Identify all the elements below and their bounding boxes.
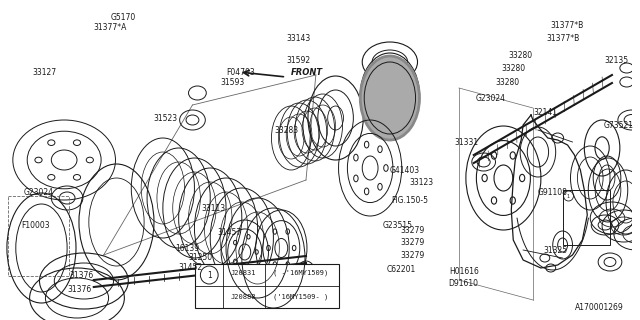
Text: 33280: 33280 (495, 77, 520, 86)
Text: 33143: 33143 (287, 34, 311, 43)
Text: G91108: G91108 (538, 188, 568, 196)
Text: 31331: 31331 (454, 138, 478, 147)
Text: 31376: 31376 (69, 271, 93, 281)
Text: FIG.150-5: FIG.150-5 (391, 196, 428, 204)
Text: 31250: 31250 (188, 253, 212, 262)
Text: 31376: 31376 (67, 285, 92, 294)
Text: 31452: 31452 (178, 263, 202, 273)
Text: G23024: G23024 (24, 188, 54, 196)
Text: ('16MY1509- ): ('16MY1509- ) (273, 294, 329, 300)
Text: 31377*A: 31377*A (94, 22, 127, 31)
Text: F10003: F10003 (22, 220, 51, 229)
Text: 33127: 33127 (33, 68, 57, 76)
Text: 33279: 33279 (400, 251, 424, 260)
Text: 31325: 31325 (543, 245, 568, 254)
Text: 1: 1 (567, 194, 570, 198)
Text: G5170: G5170 (111, 12, 136, 21)
Text: G73521: G73521 (604, 121, 634, 130)
Text: J20831: J20831 (231, 270, 257, 276)
Text: J20888: J20888 (231, 294, 257, 300)
Text: G23515: G23515 (383, 220, 413, 229)
Bar (563, 190, 610, 245)
Text: ( -'16MY1509): ( -'16MY1509) (273, 270, 329, 276)
Text: C62201: C62201 (387, 266, 416, 275)
Text: A170001269: A170001269 (575, 303, 624, 312)
Text: 31523: 31523 (153, 114, 177, 123)
Ellipse shape (360, 56, 419, 140)
Text: D91610: D91610 (449, 279, 479, 289)
Text: 1: 1 (207, 270, 212, 279)
Text: 33283: 33283 (274, 125, 298, 134)
Text: G23024: G23024 (476, 93, 506, 102)
Text: F04703: F04703 (226, 68, 255, 76)
Text: 31593: 31593 (221, 77, 244, 86)
Bar (8, 196, 69, 276)
Text: 31377*B: 31377*B (551, 20, 584, 29)
Text: H01616: H01616 (449, 268, 479, 276)
Text: 33279: 33279 (400, 237, 424, 246)
Text: 32135: 32135 (604, 55, 628, 65)
Text: 32141: 32141 (533, 108, 557, 116)
Text: 33113: 33113 (201, 204, 225, 212)
Text: 31377*B: 31377*B (547, 34, 580, 43)
Text: 31457: 31457 (218, 228, 242, 236)
Bar (195, 264, 339, 308)
Text: 16139: 16139 (175, 244, 200, 252)
Text: G41403: G41403 (390, 165, 420, 174)
Text: 33280: 33280 (508, 51, 532, 60)
Text: FRONT: FRONT (291, 68, 323, 76)
Text: 31592: 31592 (287, 55, 311, 65)
Text: 33123: 33123 (410, 178, 434, 187)
Text: 33279: 33279 (400, 226, 424, 235)
Text: 33280: 33280 (501, 63, 525, 73)
